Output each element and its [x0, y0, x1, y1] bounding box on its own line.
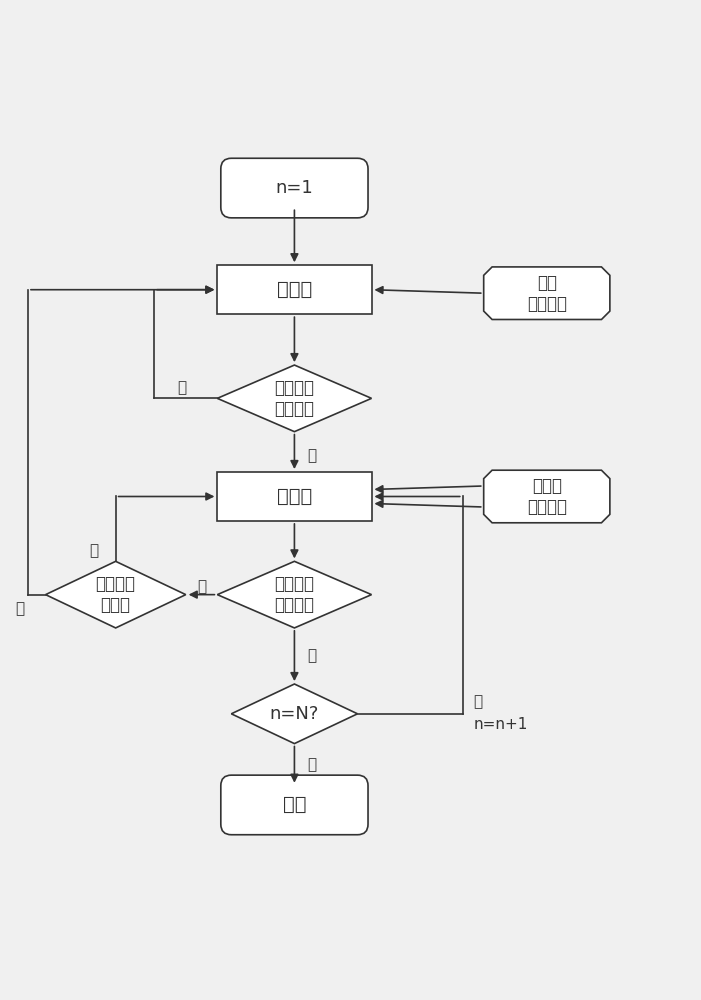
Text: 是: 是 — [307, 448, 317, 463]
Text: 达到自调
节限制: 达到自调 节限制 — [95, 575, 136, 614]
Text: 超短期
预测数据: 超短期 预测数据 — [526, 477, 567, 516]
Polygon shape — [46, 561, 186, 628]
Text: 计划层: 计划层 — [277, 280, 312, 299]
Bar — [217, 265, 372, 314]
Text: n=n+1: n=n+1 — [473, 717, 528, 732]
Bar — [217, 472, 372, 521]
Polygon shape — [484, 470, 610, 523]
Text: 日前
预测数据: 日前 预测数据 — [526, 274, 567, 313]
Polygon shape — [484, 267, 610, 319]
Text: 结束: 结束 — [283, 795, 306, 814]
Text: 调度计划
是否可行: 调度计划 是否可行 — [274, 379, 315, 418]
FancyBboxPatch shape — [221, 158, 368, 218]
Text: 调度层: 调度层 — [277, 487, 312, 506]
Text: 是: 是 — [307, 648, 317, 663]
Text: n=1: n=1 — [275, 179, 313, 197]
Polygon shape — [217, 561, 372, 628]
Text: 否: 否 — [197, 579, 206, 594]
Text: 否: 否 — [89, 543, 98, 558]
Polygon shape — [217, 365, 372, 432]
FancyBboxPatch shape — [221, 775, 368, 835]
Text: 是: 是 — [15, 601, 25, 616]
Text: 是: 是 — [307, 757, 317, 772]
Text: n=N?: n=N? — [270, 705, 319, 723]
Text: 否: 否 — [473, 694, 482, 709]
Text: 调度方案
是否可行: 调度方案 是否可行 — [274, 575, 315, 614]
Polygon shape — [231, 684, 358, 744]
Text: 否: 否 — [177, 380, 187, 395]
